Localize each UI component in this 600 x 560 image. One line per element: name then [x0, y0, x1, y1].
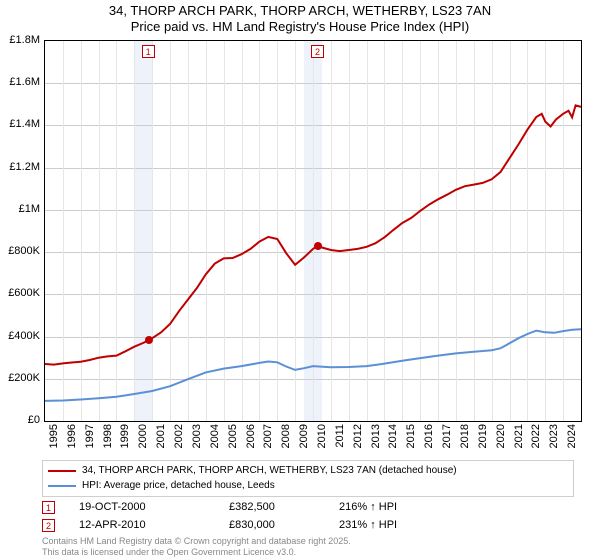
x-tick-label: 2022	[530, 424, 542, 448]
sale-row-2: 2 12-APR-2010 £830,000 231% ↑ HPI	[42, 516, 479, 534]
sale-pct: 231% ↑ HPI	[339, 519, 479, 531]
legend-item-property: 34, THORP ARCH PARK, THORP ARCH, WETHERB…	[48, 464, 568, 479]
sale-row-1: 1 19-OCT-2000 £382,500 216% ↑ HPI	[42, 498, 479, 516]
x-tick-label: 2020	[495, 424, 507, 448]
x-tick-label: 2004	[209, 424, 221, 448]
sale-point	[145, 336, 153, 344]
footer-line-2: This data is licensed under the Open Gov…	[42, 547, 351, 558]
y-tick-label: £1.6M	[0, 76, 40, 88]
y-tick-label: £0	[0, 414, 40, 426]
y-tick-label: £600K	[0, 287, 40, 299]
x-tick-label: 2006	[245, 424, 257, 448]
y-tick-label: £800K	[0, 245, 40, 257]
y-tick-label: £200K	[0, 372, 40, 384]
sale-pct: 216% ↑ HPI	[339, 501, 479, 513]
x-tick-label: 2005	[227, 424, 239, 448]
legend: 34, THORP ARCH PARK, THORP ARCH, WETHERB…	[42, 460, 574, 497]
legend-label: 34, THORP ARCH PARK, THORP ARCH, WETHERB…	[82, 464, 457, 479]
sale-marker-icon: 2	[42, 519, 55, 532]
x-tick-label: 1996	[66, 424, 78, 448]
x-tick-label: 2024	[566, 424, 578, 448]
x-tick-label: 1995	[48, 424, 60, 448]
x-tick-label: 2000	[137, 424, 149, 448]
footer-line-1: Contains HM Land Registry data © Crown c…	[42, 536, 351, 547]
y-tick-label: £1.4M	[0, 118, 40, 130]
x-tick-label: 1997	[84, 424, 96, 448]
y-tick-label: £1.8M	[0, 34, 40, 46]
x-tick-label: 2017	[441, 424, 453, 448]
x-tick-label: 2012	[352, 424, 364, 448]
title-line-1: 34, THORP ARCH PARK, THORP ARCH, WETHERB…	[0, 3, 600, 19]
chart-title: 34, THORP ARCH PARK, THORP ARCH, WETHERB…	[0, 0, 600, 36]
sale-point	[314, 242, 322, 250]
x-tick-label: 2007	[262, 424, 274, 448]
x-tick-label: 2002	[173, 424, 185, 448]
sale-marker-2: 2	[311, 45, 324, 58]
sale-price: £830,000	[229, 519, 339, 531]
x-tick-label: 2016	[423, 424, 435, 448]
x-tick-label: 1999	[119, 424, 131, 448]
legend-swatch	[48, 485, 76, 487]
plot-area: 12	[44, 40, 582, 422]
line-layer	[45, 41, 581, 421]
sales-table: 1 19-OCT-2000 £382,500 216% ↑ HPI 2 12-A…	[42, 498, 479, 534]
sale-marker-1: 1	[142, 45, 155, 58]
y-tick-label: £400K	[0, 330, 40, 342]
legend-label: HPI: Average price, detached house, Leed…	[82, 479, 275, 494]
x-tick-label: 2014	[387, 424, 399, 448]
sale-date: 12-APR-2010	[79, 519, 229, 531]
sale-date: 19-OCT-2000	[79, 501, 229, 513]
x-tick-label: 2010	[316, 424, 328, 448]
x-tick-label: 1998	[102, 424, 114, 448]
legend-swatch	[48, 470, 76, 472]
hpi-line	[45, 329, 581, 401]
property-line	[45, 105, 581, 364]
sale-price: £382,500	[229, 501, 339, 513]
y-tick-label: £1.2M	[0, 161, 40, 173]
footer: Contains HM Land Registry data © Crown c…	[42, 536, 351, 558]
title-line-2: Price paid vs. HM Land Registry's House …	[0, 19, 600, 35]
x-tick-label: 2021	[513, 424, 525, 448]
x-tick-label: 2015	[405, 424, 417, 448]
chart-wrapper: 34, THORP ARCH PARK, THORP ARCH, WETHERB…	[0, 0, 600, 560]
x-tick-label: 2008	[280, 424, 292, 448]
x-tick-label: 2018	[459, 424, 471, 448]
x-tick-label: 2019	[477, 424, 489, 448]
x-tick-label: 2003	[191, 424, 203, 448]
y-tick-label: £1M	[0, 203, 40, 215]
x-tick-label: 2001	[155, 424, 167, 448]
x-tick-label: 2011	[334, 424, 346, 448]
sale-marker-icon: 1	[42, 501, 55, 514]
x-tick-label: 2013	[370, 424, 382, 448]
x-tick-label: 2009	[298, 424, 310, 448]
x-tick-label: 2023	[548, 424, 560, 448]
legend-item-hpi: HPI: Average price, detached house, Leed…	[48, 479, 568, 494]
